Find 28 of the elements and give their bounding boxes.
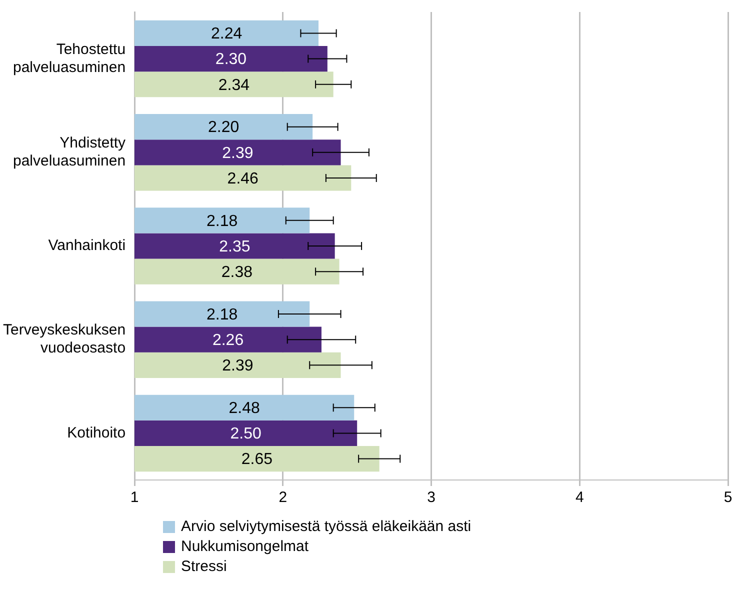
x-tick-label: 1 [130, 489, 139, 506]
data-label: 2.24 [210, 26, 242, 43]
data-label: 2.39 [222, 358, 254, 375]
y-tick-label: Vanhainkoti [48, 237, 126, 254]
data-label: 2.18 [206, 306, 238, 324]
data-label: 2.46 [227, 170, 259, 188]
data-label: 2.39 [222, 144, 254, 162]
data-label: 2.34 [218, 76, 250, 94]
data-label: 2.26 [212, 332, 244, 350]
x-tick-label: 3 [427, 489, 436, 506]
legend-label: Arvio selviytymisestä työssä eläkeikään asti [181, 518, 472, 535]
data-label: 2.18 [206, 212, 238, 230]
y-tick-label: Tehostettu palveluasuminen [12, 40, 126, 76]
legend-label: Stressi [181, 558, 227, 575]
y-tick-label: Yhdistetty palveluasuminen [12, 134, 126, 170]
x-tick-label: 2 [278, 489, 288, 506]
legend-label: Nukkumisongelmat [181, 538, 309, 555]
data-label: 2.65 [241, 451, 273, 468]
x-tick-label: 4 [575, 489, 584, 506]
data-label: 2.50 [230, 426, 262, 443]
y-tick-label: Kotihoito [67, 424, 126, 442]
y-tick-label: Terveyskeskuksen vuodeosasto [2, 322, 126, 357]
data-label: 2.35 [219, 238, 250, 256]
data-label: 2.38 [221, 264, 253, 281]
data-label: 2.48 [228, 400, 260, 418]
data-label: 2.20 [208, 119, 240, 136]
x-tick-label: 5 [724, 489, 732, 506]
data-label: 2.30 [215, 51, 247, 68]
